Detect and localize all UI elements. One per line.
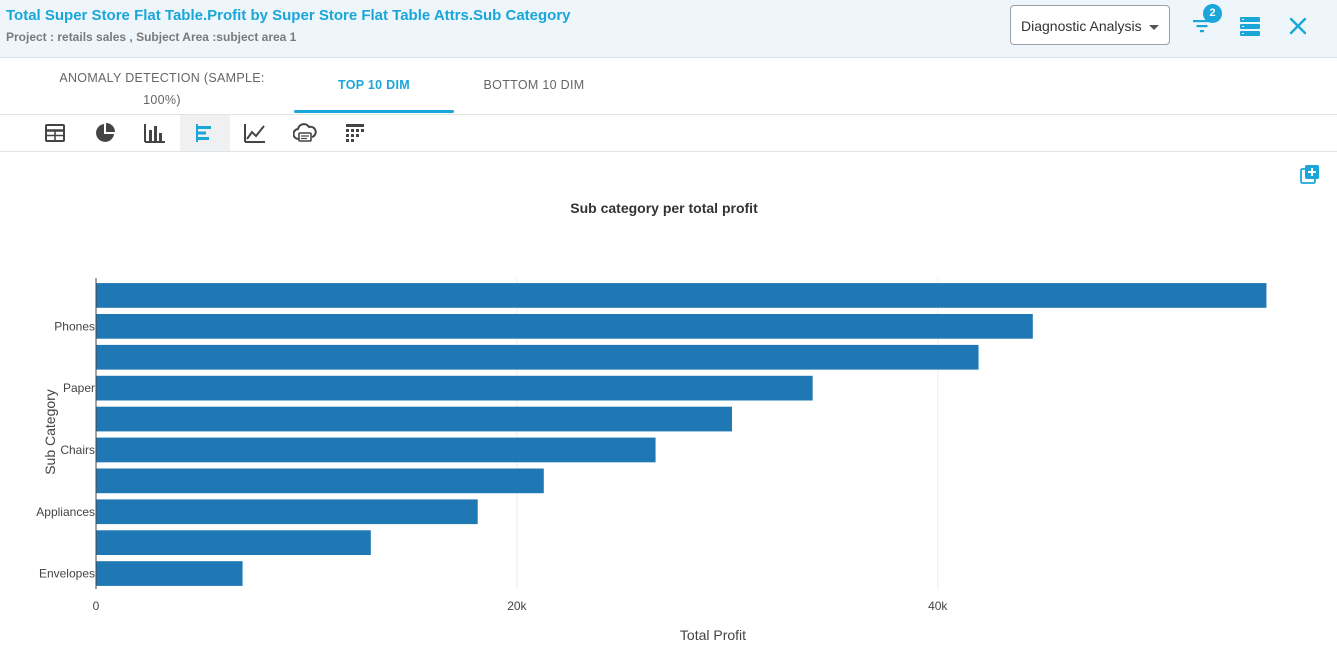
- y-tick-labels: Phones Paper Chairs Appliances Envelopes: [36, 319, 95, 580]
- y-tick-label: Envelopes: [39, 567, 95, 581]
- y-tick-label: Appliances: [36, 505, 95, 519]
- chart-type-toolbar: [0, 115, 1337, 152]
- line-chart-icon: [244, 124, 265, 143]
- x-axis-label: Total Profit: [680, 627, 746, 643]
- page-title: Total Super Store Flat Table.Profit by S…: [6, 7, 571, 24]
- heatmap-icon: [346, 124, 364, 142]
- analysis-type-dropdown[interactable]: Diagnostic Analysis: [1010, 5, 1170, 45]
- bar[interactable]: [96, 437, 656, 463]
- bar[interactable]: [96, 283, 1267, 308]
- bar[interactable]: [96, 499, 478, 525]
- y-tick-label: Chairs: [60, 443, 95, 457]
- page-subtitle: Project : retails sales , Subject Area :…: [6, 30, 297, 44]
- bar[interactable]: [96, 344, 979, 370]
- heatmap-button[interactable]: [330, 115, 380, 151]
- chart-title: Sub category per total profit: [570, 200, 758, 216]
- word-cloud-icon: [293, 123, 317, 142]
- list-view-icon[interactable]: [1238, 14, 1262, 38]
- horizontal-bar-chart-icon: [196, 124, 211, 142]
- x-tick-label: 20k: [507, 599, 527, 613]
- tab-bottom-10-dim[interactable]: BOTTOM 10 DIM: [483, 78, 585, 92]
- y-tick-label: Phones: [54, 319, 95, 333]
- table-view-button[interactable]: [30, 115, 80, 151]
- x-tick-label: 0: [93, 599, 100, 613]
- profit-bar-chart: Sub category per total profit Phones Pape…: [36, 200, 1267, 643]
- header-bar: Total Super Store Flat Table.Profit by S…: [0, 0, 1337, 58]
- pie-chart-icon: [96, 123, 115, 142]
- table-icon: [45, 124, 65, 142]
- y-axis-label: Sub Category: [42, 389, 58, 475]
- x-tick-label: 40k: [928, 599, 948, 613]
- horizontal-bar-chart-button[interactable]: [180, 115, 230, 151]
- caret-down-icon: [1149, 25, 1159, 30]
- filter-icon[interactable]: [1190, 14, 1214, 38]
- bar[interactable]: [96, 406, 732, 432]
- close-icon[interactable]: [1286, 14, 1310, 38]
- analysis-type-value: Diagnostic Analysis: [1021, 18, 1142, 34]
- bar-chart-button[interactable]: [130, 115, 180, 151]
- bar[interactable]: [96, 530, 371, 556]
- active-tab-indicator: [294, 110, 454, 113]
- y-tick-label: Paper: [63, 381, 95, 395]
- tab-top-10-dim[interactable]: TOP 10 DIM: [337, 78, 410, 92]
- analysis-tabs: ANOMALY DETECTION (SAMPLE: 100%) TOP 10 …: [0, 58, 1337, 115]
- pie-chart-button[interactable]: [80, 115, 130, 151]
- bar[interactable]: [96, 313, 1033, 339]
- tab-anomaly-detection[interactable]: ANOMALY DETECTION (SAMPLE: 100%): [59, 71, 265, 107]
- x-tick-labels: 0 20k 40k: [93, 599, 949, 613]
- line-chart-button[interactable]: [230, 115, 280, 151]
- bar[interactable]: [96, 375, 813, 401]
- word-cloud-button[interactable]: [280, 115, 330, 151]
- add-to-dashboard-icon[interactable]: [1300, 164, 1320, 184]
- bar-chart-icon: [144, 124, 165, 143]
- bar[interactable]: [96, 561, 243, 586]
- filter-count-badge: 2: [1203, 4, 1222, 23]
- bar[interactable]: [96, 468, 544, 494]
- chart-bars: [96, 283, 1267, 586]
